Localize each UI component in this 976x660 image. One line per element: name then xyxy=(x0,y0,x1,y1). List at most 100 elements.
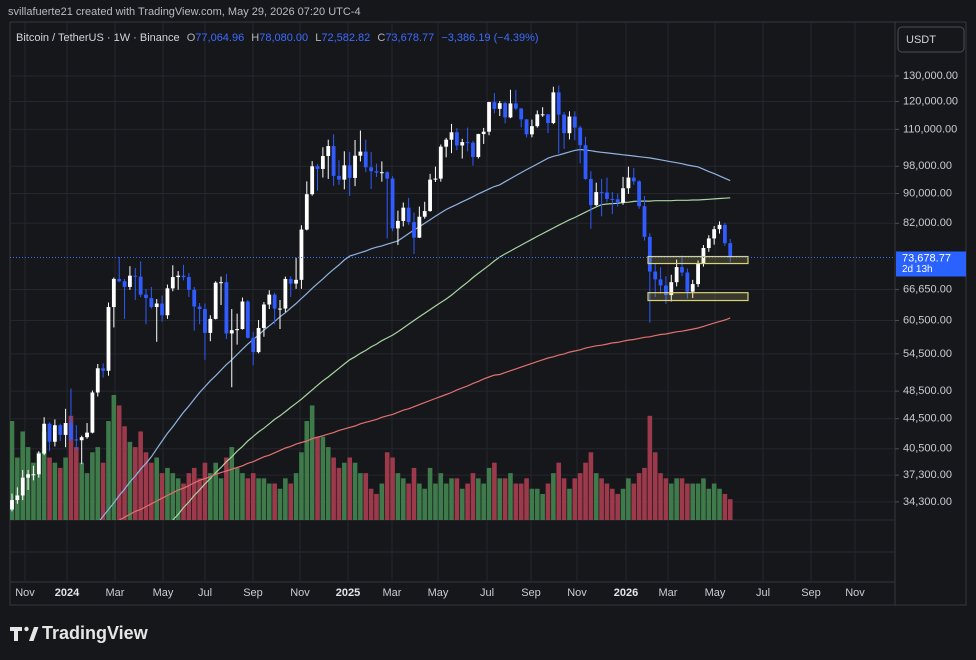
logo-text: TradingView xyxy=(42,623,149,643)
volume-bar xyxy=(620,488,626,520)
candle-body xyxy=(588,178,593,206)
support-zone xyxy=(647,292,749,302)
open-label: O xyxy=(187,32,196,44)
watermark: svillafuerte21 created with TradingView.… xyxy=(8,6,361,18)
volume-bar xyxy=(610,488,615,520)
candle-body xyxy=(95,368,100,393)
volume-bar xyxy=(95,447,101,520)
price-label: 73,678.77 xyxy=(902,252,951,264)
volume-bar xyxy=(283,478,288,520)
support-zone xyxy=(647,255,749,265)
candle-body xyxy=(374,171,379,173)
candle-body xyxy=(621,188,625,203)
candle-body xyxy=(637,181,642,207)
candle-body xyxy=(454,132,459,146)
volume-bar xyxy=(379,483,385,520)
candle-body xyxy=(728,243,733,258)
x-tick-label: Jul xyxy=(480,587,494,599)
candle-body xyxy=(229,330,234,334)
volume-bar xyxy=(438,473,444,520)
x-tick-label: Sep xyxy=(243,587,263,599)
x-tick-label: Sep xyxy=(801,587,821,599)
candle-body xyxy=(562,114,566,134)
volume-bar xyxy=(100,462,106,520)
y-tick-label: 60,500.00 xyxy=(903,314,952,326)
candle-body xyxy=(299,229,304,280)
candle-body xyxy=(626,177,631,189)
x-tick-label: May xyxy=(153,587,174,599)
x-tick-label: Sep xyxy=(521,587,541,599)
candle-body xyxy=(615,199,620,203)
volume-bar xyxy=(68,415,74,520)
volume-bar xyxy=(122,426,127,520)
volume-bar xyxy=(336,467,342,520)
y-tick-label: 90,000.00 xyxy=(903,187,952,199)
candle-body xyxy=(481,131,486,135)
candle-body xyxy=(111,278,116,308)
volume-bar xyxy=(143,452,149,520)
volume-bar xyxy=(325,447,331,520)
volume-bar xyxy=(529,488,535,520)
candle-body xyxy=(315,166,320,169)
volume-bar xyxy=(277,488,283,520)
candle-body xyxy=(219,282,223,284)
candle-body xyxy=(492,102,497,109)
volume-bar xyxy=(368,488,374,520)
candle-body xyxy=(647,236,652,272)
volume-bar xyxy=(374,493,379,520)
volume-bar xyxy=(486,467,492,520)
volume-bar xyxy=(347,457,352,520)
candle-body xyxy=(401,207,406,221)
volume-bar xyxy=(304,421,310,520)
candle-body xyxy=(267,294,272,305)
volume-bar xyxy=(459,488,465,520)
currency[interactable]: USDT xyxy=(906,34,936,46)
volume-bar xyxy=(626,478,631,520)
volume-bar xyxy=(111,395,117,520)
candle-body xyxy=(390,178,395,229)
candle-body xyxy=(320,156,325,169)
x-tick-label: 2024 xyxy=(55,587,80,599)
candle-body xyxy=(149,298,154,308)
candle-body xyxy=(722,224,727,244)
candle-body xyxy=(540,114,545,116)
volume-bar xyxy=(492,462,497,520)
volume-bar xyxy=(577,473,583,520)
candle-body xyxy=(610,198,615,200)
candle-body xyxy=(535,114,540,127)
candle-body xyxy=(31,474,36,476)
moving-average xyxy=(118,317,731,520)
candle-body xyxy=(15,495,20,501)
volume-bar xyxy=(90,452,95,520)
low-label: L xyxy=(315,32,321,44)
candle-body xyxy=(717,224,722,230)
candle-body xyxy=(706,238,711,248)
candle-body xyxy=(144,294,148,299)
candle-body xyxy=(680,267,684,273)
y-tick-label: 130,000.00 xyxy=(903,70,958,82)
volume-bar xyxy=(159,473,165,520)
x-tick-label: 2026 xyxy=(614,587,638,599)
candle-body xyxy=(449,132,454,140)
volume-bar xyxy=(454,478,460,520)
y-tick-label: 82,000.00 xyxy=(903,217,952,229)
x-tick-label: May xyxy=(705,587,726,599)
y-tick-label: 44,500.00 xyxy=(903,413,952,425)
currency-button[interactable] xyxy=(897,26,965,53)
candle-body xyxy=(304,194,309,230)
volume-bar xyxy=(165,467,170,520)
volume-bar xyxy=(299,452,304,520)
candle-body xyxy=(696,263,700,285)
close-value: 73,678.77 xyxy=(385,32,434,44)
volume-bar xyxy=(181,483,186,520)
candle-body xyxy=(10,500,14,510)
y-tick-label: 66,650.00 xyxy=(903,283,952,295)
volume-bar xyxy=(427,467,433,520)
candle-body xyxy=(133,275,138,277)
y-tick-label: 48,500.00 xyxy=(903,385,952,397)
volume-bar xyxy=(320,436,326,520)
candle-body xyxy=(503,103,508,118)
volume-bar xyxy=(261,478,267,520)
volume-bar xyxy=(588,452,594,520)
